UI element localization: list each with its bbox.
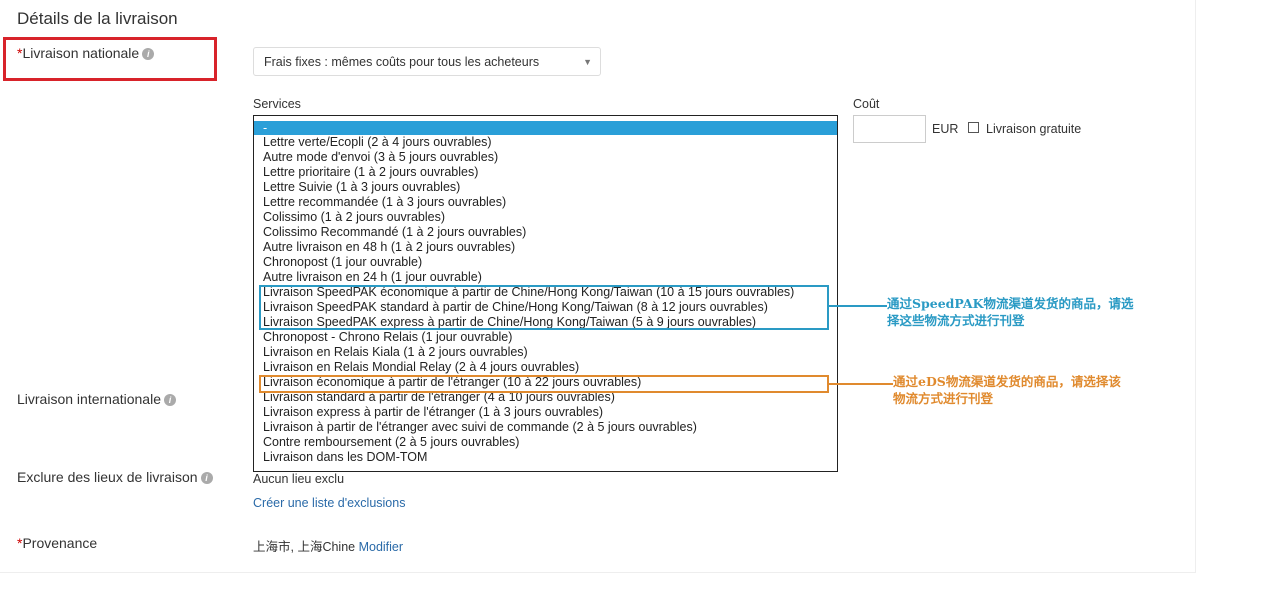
eds-note: 通过eDS物流渠道发货的商品，请选择该物流方式进行刊登 — [893, 374, 1121, 406]
domestic-label: *Livraison nationale i — [17, 45, 155, 61]
origin-label-text: Provenance — [22, 535, 98, 551]
service-option[interactable]: Livraison standard à partir de l'étrange… — [263, 390, 615, 404]
origin-value: 上海市, 上海Chine — [253, 540, 356, 554]
service-option[interactable]: Livraison SpeedPAK standard à partir de … — [263, 300, 768, 314]
required-mark: * — [17, 45, 23, 61]
service-option[interactable]: Livraison en Relais Mondial Relay (2 à 4… — [263, 360, 580, 374]
eds-connector-line — [829, 383, 893, 385]
service-option[interactable]: Lettre prioritaire (1 à 2 jours ouvrable… — [263, 165, 479, 179]
eds-highlight-box — [259, 375, 829, 393]
select-value: Frais fixes : mêmes coûts pour tous les … — [264, 55, 540, 69]
exclusions-label-text: Exclure des lieux de livraison — [17, 469, 198, 485]
services-listbox[interactable]: - Lettre verte/Ecopli (2 à 4 jours ouvrab… — [253, 115, 838, 472]
info-icon[interactable]: i — [163, 394, 176, 406]
speedpak-note: 通过SpeedPAK物流渠道发货的商品，请选择这些物流方式进行刊登 — [887, 296, 1134, 328]
cost-label: Coût — [853, 97, 880, 111]
service-option[interactable]: Autre livraison en 48 h (1 à 2 jours ouv… — [263, 240, 516, 254]
service-option[interactable]: Autre livraison en 24 h (1 jour ouvrable… — [263, 270, 482, 284]
origin-label: *Provenance — [17, 535, 97, 551]
origin-row: 上海市, 上海Chine Modifier — [253, 536, 403, 555]
service-option[interactable]: Livraison SpeedPAK express à partir de C… — [263, 315, 757, 329]
service-option[interactable]: Chronopost (1 jour ouvrable) — [263, 255, 423, 269]
service-option[interactable]: Livraison express à partir de l'étranger… — [263, 405, 604, 419]
free-shipping-label: Livraison gratuite — [986, 122, 1082, 136]
highlight-box — [3, 37, 217, 81]
service-option[interactable]: Livraison dans les DOM-TOM — [263, 450, 428, 464]
section-title: Détails de la livraison — [17, 9, 178, 28]
exclusions-label: Exclure des lieux de livraison i — [17, 469, 213, 485]
modify-origin-link[interactable]: Modifier — [358, 540, 404, 554]
services-label: Services — [253, 97, 301, 111]
cost-input[interactable] — [853, 115, 926, 143]
service-option[interactable]: Colissimo (1 à 2 jours ouvrables) — [263, 210, 446, 224]
service-option[interactable]: Livraison à partir de l'étranger avec su… — [263, 420, 697, 434]
international-label-text: Livraison internationale — [17, 391, 161, 407]
currency-label: EUR — [932, 122, 959, 136]
service-option[interactable]: Livraison en Relais Kiala (1 à 2 jours o… — [263, 345, 528, 359]
service-option[interactable]: Lettre Suivie (1 à 3 jours ouvrables) — [263, 180, 461, 194]
shipping-panel — [0, 0, 1196, 573]
domestic-label-text: Livraison nationale — [22, 45, 140, 61]
create-exclusion-list-link[interactable]: Créer une liste d'exclusions — [253, 496, 406, 510]
speedpak-connector-line — [829, 305, 887, 307]
international-label: Livraison internationale i — [17, 391, 176, 407]
service-option[interactable]: Lettre recommandée (1 à 3 jours ouvrable… — [263, 195, 507, 209]
service-option[interactable]: Autre mode d'envoi (3 à 5 jours ouvrable… — [263, 150, 499, 164]
service-option[interactable]: Livraison économique à partir de l'étran… — [263, 375, 642, 389]
shipping-type-select[interactable]: Frais fixes : mêmes coûts pour tous les … — [253, 47, 601, 76]
service-option[interactable]: Colissimo Recommandé (1 à 2 jours ouvrab… — [263, 225, 527, 239]
service-option[interactable]: Chronopost - Chrono Relais (1 jour ouvra… — [263, 330, 513, 344]
info-icon[interactable]: i — [200, 472, 213, 484]
service-option[interactable]: Contre remboursement (2 à 5 jours ouvrab… — [263, 435, 520, 449]
speedpak-highlight-box — [259, 285, 829, 330]
service-option[interactable]: Livraison SpeedPAK économique à partir d… — [263, 285, 795, 299]
service-option[interactable]: Lettre verte/Ecopli (2 à 4 jours ouvrabl… — [263, 135, 492, 149]
chevron-down-icon: ▼ — [583, 57, 592, 67]
free-shipping-checkbox[interactable] — [968, 122, 979, 133]
service-option[interactable]: - — [254, 121, 837, 135]
required-mark: * — [17, 535, 23, 551]
info-icon[interactable]: i — [142, 48, 155, 60]
